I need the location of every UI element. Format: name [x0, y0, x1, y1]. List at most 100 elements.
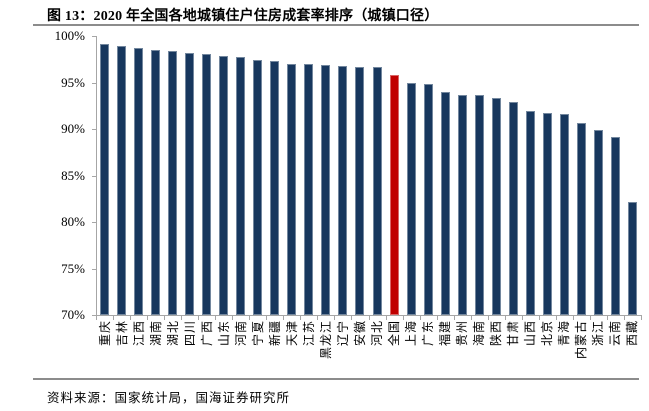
x-axis-label-22: 海南	[472, 320, 487, 347]
x-axis-tick	[487, 316, 489, 320]
x-axis-tick	[198, 316, 200, 320]
bar-23	[491, 98, 501, 315]
bar-30	[610, 137, 620, 315]
x-axis-tick	[113, 316, 115, 320]
x-axis-tick	[623, 316, 625, 320]
x-axis-tick	[521, 316, 523, 320]
bar-3	[151, 49, 161, 315]
x-axis-label-30: 云南	[608, 320, 623, 347]
x-axis-tick	[351, 316, 353, 320]
bar-24	[508, 102, 518, 315]
x-axis-tick	[147, 316, 149, 320]
x-axis-label-27: 青海	[557, 320, 572, 347]
y-axis-label: 70%	[61, 307, 85, 322]
x-axis-tick	[589, 316, 591, 320]
bar-10	[270, 61, 280, 315]
bar-9	[253, 60, 263, 315]
x-axis-label-19: 广东	[421, 320, 436, 347]
x-axis-label-12: 江苏	[301, 320, 316, 347]
y-axis-line	[96, 36, 97, 315]
x-axis-label-7: 山东	[216, 320, 231, 347]
bar-8	[236, 57, 246, 315]
bar-12	[304, 63, 314, 315]
bar-27	[559, 114, 569, 315]
x-axis-label-24: 甘肃	[506, 320, 521, 347]
x-axis-label-1: 吉林	[114, 320, 129, 347]
y-axis-label: 75%	[61, 260, 85, 276]
x-axis-tick	[181, 316, 183, 320]
x-axis-label-10: 新疆	[267, 320, 282, 347]
x-axis-label-28: 内蒙古	[574, 320, 589, 360]
bar-11	[287, 63, 297, 315]
bar-31	[627, 202, 637, 315]
bar-20	[440, 91, 450, 315]
y-axis-label: 100%	[54, 28, 85, 43]
x-axis-tick	[283, 316, 285, 320]
x-axis-tick	[453, 316, 455, 320]
bar-5	[185, 52, 195, 315]
x-axis-label-23: 陕西	[489, 320, 504, 347]
x-axis-label-8: 河南	[233, 320, 248, 347]
x-axis-label-5: 四川	[182, 320, 197, 347]
y-axis-tick	[92, 129, 96, 130]
x-axis-label-4: 湖北	[165, 320, 180, 347]
x-axis-label-29: 浙江	[591, 320, 606, 347]
x-axis-label-9: 宁夏	[250, 320, 265, 347]
y-axis-tick	[92, 315, 96, 316]
x-axis-label-20: 福建	[438, 320, 453, 347]
y-axis-tick	[92, 268, 96, 270]
x-axis-tick	[572, 316, 574, 320]
x-axis-tick	[334, 316, 336, 320]
bar-13	[321, 64, 331, 315]
x-axis-tick	[300, 316, 302, 320]
bar-21	[457, 94, 467, 315]
bar-6	[202, 53, 212, 315]
x-axis-tick	[555, 316, 557, 320]
bar-14	[338, 65, 348, 315]
x-axis-tick	[266, 316, 268, 320]
y-axis-tick	[92, 222, 96, 223]
x-axis-label-6: 广西	[199, 320, 214, 347]
bar-28	[576, 123, 586, 315]
x-axis-label-3: 湖南	[148, 320, 163, 347]
bar-19	[423, 84, 433, 315]
x-axis-line	[96, 315, 642, 316]
figure-number: 图 13：	[47, 9, 94, 24]
x-axis-tick	[385, 316, 387, 320]
source-note: 资料来源：国家统计局，国海证券研究所	[47, 391, 291, 405]
x-axis-tick	[470, 316, 472, 320]
x-axis-label-25: 山西	[523, 320, 538, 347]
x-axis-tick	[164, 316, 166, 320]
x-axis-tick	[538, 316, 540, 320]
x-axis-tick	[402, 316, 404, 320]
x-axis-tick	[368, 316, 370, 320]
x-axis-tick	[249, 316, 251, 320]
y-axis-label: 95%	[61, 74, 85, 90]
bar-0	[100, 44, 110, 315]
y-axis-tick	[92, 82, 96, 84]
x-axis-tick	[232, 316, 234, 320]
x-axis-label-13: 黑龙江	[318, 320, 333, 360]
x-axis-tick	[436, 316, 438, 320]
x-axis-tick	[215, 316, 217, 320]
y-axis-tick	[92, 175, 96, 177]
bar-1	[117, 46, 127, 315]
figure-title-row: 图 13：2020 年全国各地城镇住户住房成套率排序（城镇口径）	[47, 5, 438, 25]
x-axis-label-31: 西藏	[625, 320, 640, 347]
y-axis-label: 90%	[61, 121, 85, 136]
bar-7	[219, 56, 229, 315]
bar-26	[542, 113, 552, 315]
x-axis-tick	[96, 316, 97, 320]
y-axis-label: 80%	[61, 214, 85, 229]
x-axis-tick	[504, 316, 506, 320]
x-axis-label-15: 安徽	[352, 320, 367, 347]
bar-29	[593, 129, 603, 315]
bar-22	[474, 94, 484, 315]
bar-4	[168, 50, 178, 315]
x-axis-label-17: 全国	[387, 320, 402, 347]
title-divider	[33, 24, 639, 26]
bar-18	[406, 82, 416, 315]
figure-title: 2020 年全国各地城镇住户住房成套率排序（城镇口径）	[93, 9, 439, 24]
